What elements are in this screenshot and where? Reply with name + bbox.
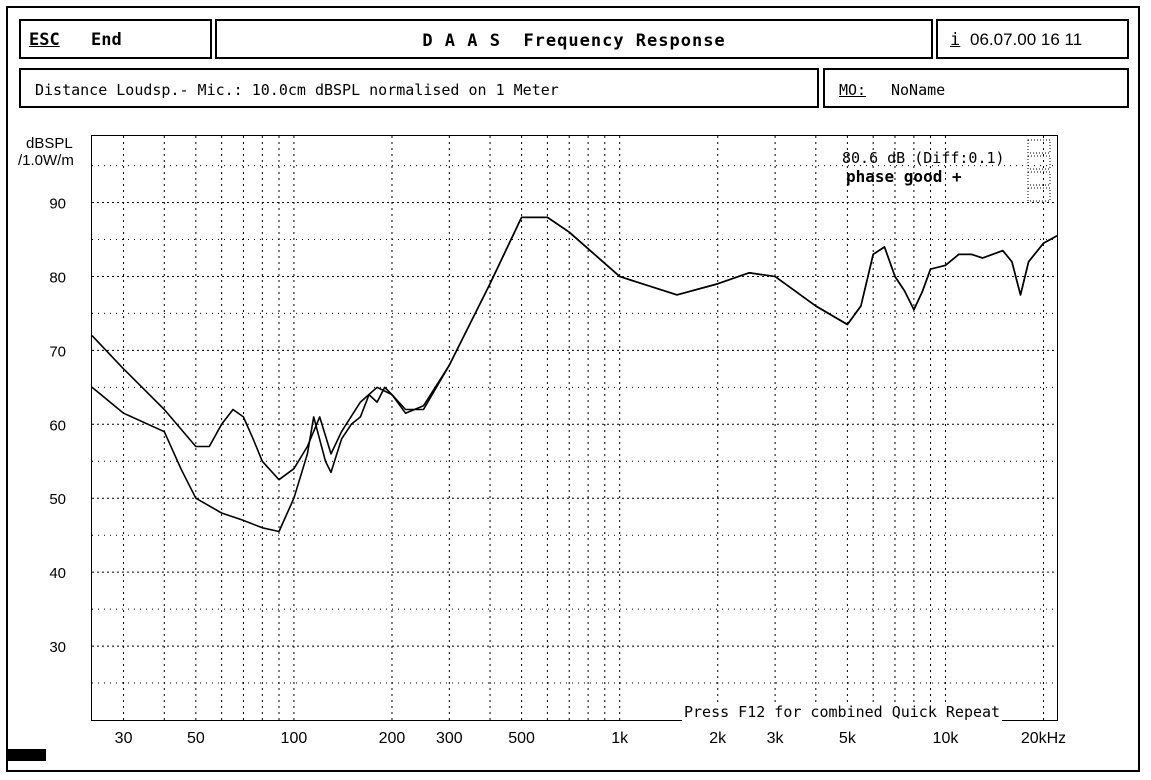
quick-repeat-hint: Press F12 for combined Quick Repeat	[682, 703, 1003, 721]
status-cursor	[8, 749, 46, 761]
y-axis-title-line1: dBSPL	[26, 135, 73, 152]
datetime-display: 06.07.00 16 11	[970, 30, 1083, 49]
level-readout: 80.6 dB (Diff:0.1)	[842, 149, 1005, 167]
esc-end-button[interactable]: ESC End	[19, 19, 212, 59]
page-title: D A A S Frequency Response	[422, 31, 726, 51]
phase-status: phase good +	[846, 167, 962, 186]
frequency-response-plot[interactable]	[91, 135, 1058, 721]
mo-name-value: NoName	[891, 81, 946, 99]
mo-name-field[interactable]: MO: NoName	[823, 68, 1129, 108]
esc-key-label: ESC	[29, 30, 60, 50]
info-key-label: i	[950, 30, 961, 50]
y-axis-title-line2: /1.0W/m	[18, 152, 74, 169]
measurement-description: Distance Loudsp.- Mic.: 10.0cm dBSPL nor…	[35, 81, 559, 99]
title-bar: D A A S Frequency Response	[215, 19, 933, 59]
end-label: End	[91, 30, 122, 50]
info-datetime-button[interactable]: i 06.07.00 16 11	[936, 19, 1129, 59]
mo-key-label: MO:	[839, 81, 867, 99]
measurement-info-bar: Distance Loudsp.- Mic.: 10.0cm dBSPL nor…	[19, 68, 819, 108]
